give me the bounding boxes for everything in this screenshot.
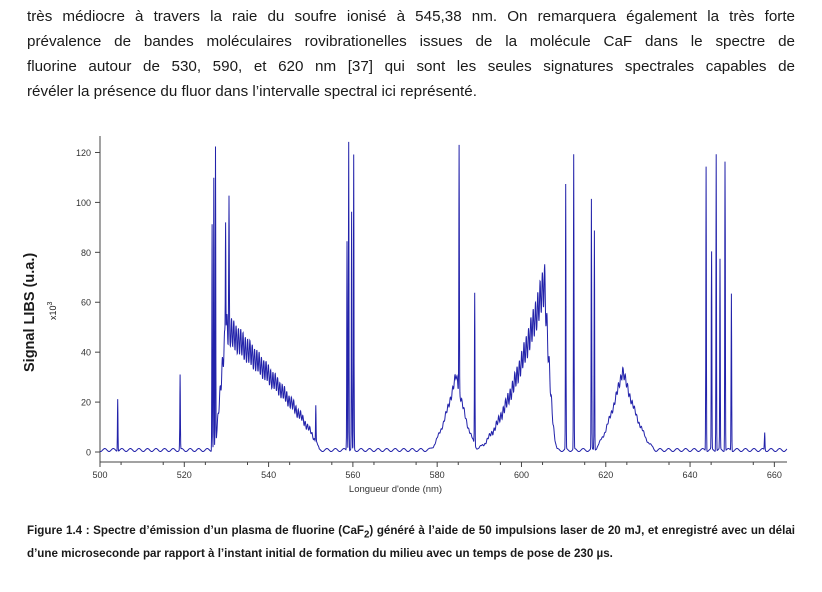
x-tick-label: 600 xyxy=(514,470,529,480)
body-paragraph: très médiocre à travers la raie du soufr… xyxy=(27,4,795,104)
y-axis-multiplier: x103 xyxy=(47,302,58,320)
caption-prefix: Figure 1.4 : Spectre d’émission d’un pla… xyxy=(27,524,364,537)
x-tick-label: 520 xyxy=(177,470,192,480)
spectrum-figure: 0 20 40 60 80 100 120 500 520 540 560 580 600 620 640 6… xyxy=(0,120,822,510)
caption-suffix: ) généré à l’aide de 50 impulsions laser… xyxy=(27,524,795,560)
y-multiplier-exponent: 3 xyxy=(47,301,54,306)
x-tick-label: 540 xyxy=(261,470,276,480)
x-axis-label: Longueur d'onde (nm) xyxy=(349,484,442,495)
caption-subscript: 2 xyxy=(364,529,370,541)
figure-caption: Figure 1.4 : Spectre d’émission d’un pla… xyxy=(27,522,795,563)
x-tick-label: 640 xyxy=(683,470,698,480)
x-tick-label: 500 xyxy=(92,470,107,480)
x-tick-label: 560 xyxy=(345,470,360,480)
y-axis-label: Signal LIBS (u.a.) xyxy=(22,252,38,372)
paragraph-line: prévalence de bandes moléculaires rovibr… xyxy=(27,33,795,50)
y-tick-label: 120 xyxy=(76,148,91,158)
y-tick-label: 100 xyxy=(76,198,91,208)
y-tick-label: 0 xyxy=(86,448,91,458)
paragraph-line: très médiocre à travers la raie du soufr… xyxy=(27,8,795,25)
y-multiplier-base: x10 xyxy=(48,305,58,320)
y-tick-label: 60 xyxy=(81,298,91,308)
y-tick-label: 80 xyxy=(81,248,91,258)
paragraph-line: fluorine autour de 530, 590, et 620 nm [… xyxy=(27,58,795,75)
x-tick-label: 580 xyxy=(430,470,445,480)
paragraph-line: révéler la présence du fluor dans l’inte… xyxy=(27,83,477,100)
x-tick-label: 620 xyxy=(598,470,613,480)
spectrum-line xyxy=(99,141,788,453)
y-tick-label: 40 xyxy=(81,348,91,358)
x-tick-label: 660 xyxy=(767,470,782,480)
y-tick-label: 20 xyxy=(81,398,91,408)
libs-spectrum-chart: 0 20 40 60 80 100 120 500 520 540 560 580 600 620 640 6… xyxy=(76,136,788,495)
